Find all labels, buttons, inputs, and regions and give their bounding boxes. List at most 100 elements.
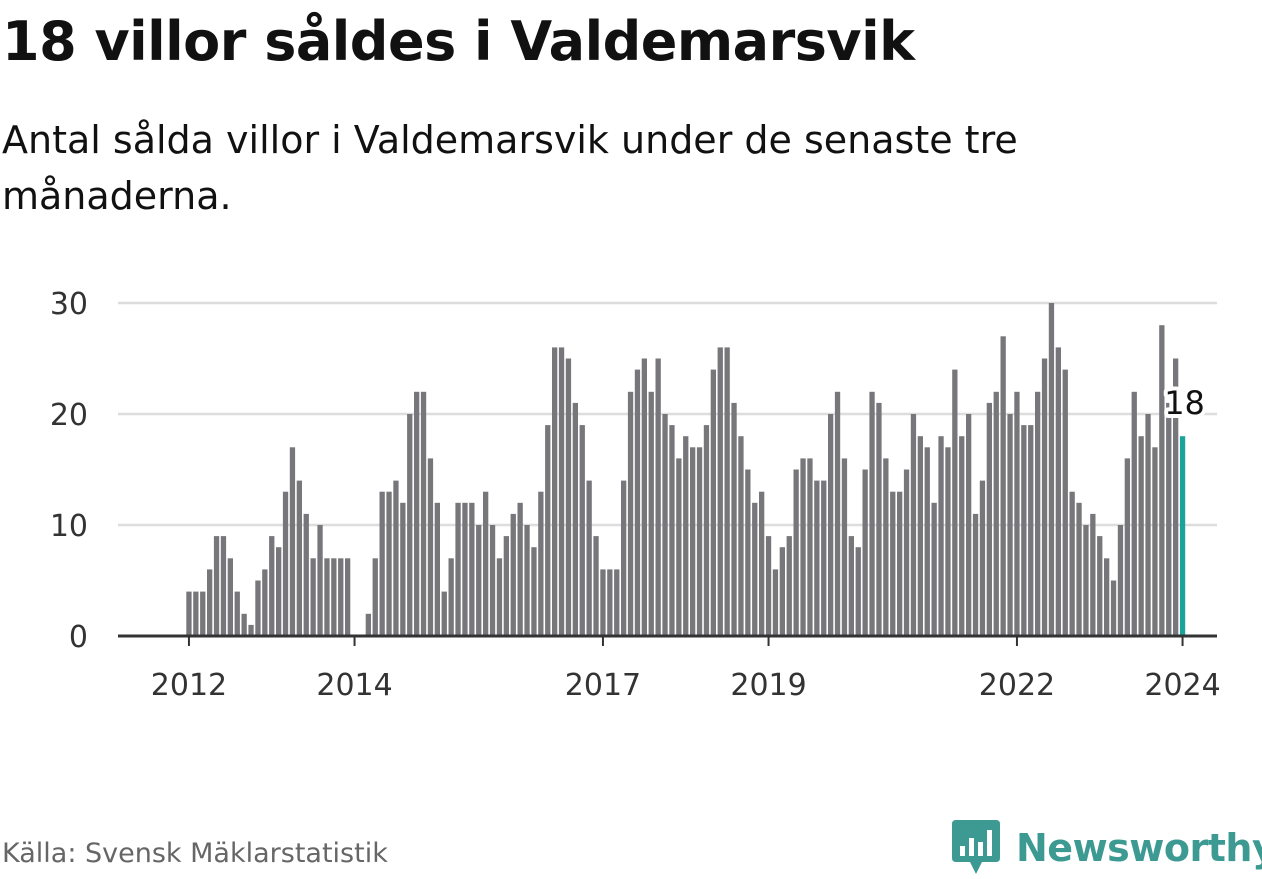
- bar: [765, 536, 772, 636]
- bar: [959, 436, 965, 636]
- bar: [510, 513, 516, 636]
- bar: [1104, 558, 1110, 636]
- bar: [1021, 425, 1027, 636]
- bar: [890, 491, 896, 636]
- bar: [1110, 580, 1117, 636]
- bar: [910, 414, 917, 636]
- bar: [869, 391, 875, 636]
- bar: [807, 458, 813, 636]
- bar: [1131, 391, 1137, 636]
- bar: [717, 347, 723, 636]
- x-tick-label: 2024: [1144, 668, 1220, 703]
- bar: [759, 491, 765, 636]
- bar: [303, 513, 309, 636]
- bar: [227, 558, 233, 636]
- y-tick-label: 0: [69, 620, 88, 655]
- x-tick-label: 2014: [316, 668, 392, 703]
- bar: [876, 402, 882, 636]
- bar: [213, 536, 220, 636]
- bar: [476, 525, 482, 636]
- bar: [186, 591, 192, 636]
- bar: [952, 369, 958, 636]
- bar: [724, 347, 730, 636]
- bar: [621, 480, 627, 636]
- bar: [917, 436, 923, 636]
- bar: [1090, 513, 1096, 636]
- bar: [821, 480, 827, 636]
- bar: [200, 591, 206, 636]
- bar: [834, 391, 841, 636]
- y-tick-label: 30: [50, 287, 88, 322]
- bar: [862, 469, 868, 636]
- bar: [558, 347, 565, 636]
- bar: [1076, 502, 1082, 636]
- bar: [841, 458, 848, 636]
- bar: [372, 558, 378, 636]
- bar: [1083, 525, 1089, 636]
- bar: [924, 447, 930, 636]
- bar: [393, 480, 399, 636]
- bar: [1152, 447, 1158, 636]
- bar: [731, 402, 737, 636]
- bar: [945, 447, 951, 636]
- brand-logo[interactable]: Newsworthy: [950, 818, 1262, 878]
- bar: [738, 436, 744, 636]
- newsworthy-logo-icon: [952, 820, 1000, 874]
- bar: [662, 414, 668, 636]
- bar: [883, 458, 889, 636]
- bar: [496, 558, 503, 636]
- bar: [193, 591, 199, 636]
- bar: [365, 613, 371, 636]
- bar: [524, 525, 530, 636]
- bar: [614, 569, 620, 636]
- bar: [683, 436, 689, 636]
- bar: [1041, 358, 1048, 636]
- highlight-label-halo: 18: [1164, 384, 1205, 422]
- bar: [786, 536, 792, 636]
- bar: [448, 558, 454, 636]
- bar: [793, 469, 799, 636]
- bar: [531, 547, 537, 636]
- bar: [1145, 414, 1151, 636]
- bar: [489, 525, 496, 636]
- bar: [897, 491, 903, 636]
- bar: [455, 502, 461, 636]
- bar: [545, 425, 551, 636]
- chart-title: 18 villor såldes i Valdemarsvik: [2, 10, 915, 73]
- bar: [586, 480, 592, 636]
- bars: [186, 303, 1186, 636]
- bar: [483, 491, 489, 636]
- bar: [690, 447, 696, 636]
- bar: [269, 536, 275, 636]
- bar: [1124, 458, 1130, 636]
- bar: [276, 547, 282, 636]
- bar: [331, 558, 337, 636]
- bar: [1138, 436, 1144, 636]
- bar: [517, 502, 523, 636]
- bar: [310, 558, 316, 636]
- bar: [814, 480, 820, 636]
- bar: [1117, 525, 1124, 636]
- bar: [579, 425, 585, 636]
- bar: [641, 358, 647, 636]
- bar: [1069, 491, 1075, 636]
- bar: [993, 391, 999, 636]
- bar: [1000, 336, 1006, 636]
- bar: [938, 436, 944, 636]
- x-tick-label: 2012: [151, 668, 227, 703]
- bar: [1048, 303, 1055, 636]
- bar: [1014, 391, 1020, 636]
- highlight-value-label: 18: [1164, 384, 1205, 422]
- bar: [1028, 425, 1034, 636]
- bar: [1055, 347, 1061, 636]
- chart-subtitle: Antal sålda villor i Valdemarsvik under …: [2, 118, 1018, 218]
- bar: [710, 369, 716, 636]
- bar: [345, 558, 351, 636]
- bar: [538, 491, 544, 636]
- bar: [441, 591, 447, 636]
- bar: [648, 391, 654, 636]
- bar: [220, 536, 227, 636]
- bar: [289, 447, 296, 636]
- bar: [248, 624, 254, 636]
